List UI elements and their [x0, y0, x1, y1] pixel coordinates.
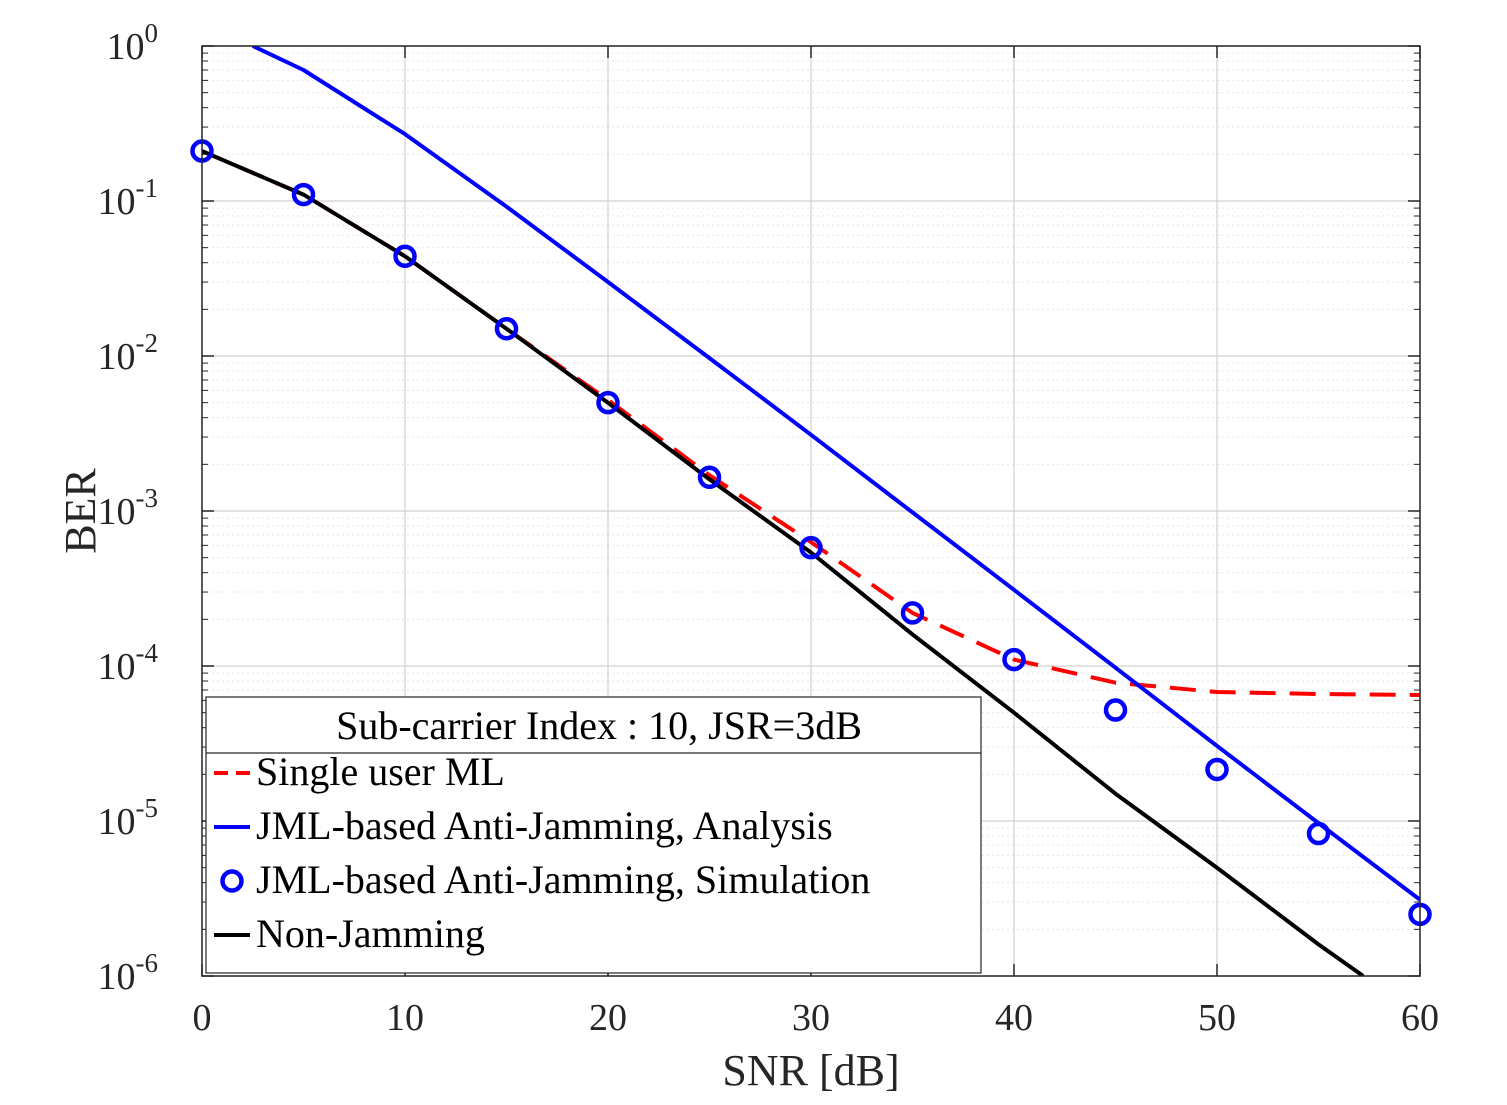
data-point-jml-based-anti-jamming-simulation — [393, 244, 417, 269]
legend-label-jml-based-anti-jamming-analysis: JML-based Anti-Jamming, Analysis — [256, 803, 833, 848]
series-line-jml-based-anti-jamming-analysis — [251, 46, 1420, 902]
x-tick-label: 50 — [1198, 997, 1236, 1039]
x-tick-label: 40 — [995, 997, 1033, 1039]
x-tick-label: 60 — [1401, 997, 1439, 1039]
series-line-non-jamming — [202, 149, 1365, 976]
x-tick-label: 10 — [386, 997, 424, 1039]
legend: Sub-carrier Index : 10, JSR=3dB Single u… — [205, 696, 982, 974]
series-group — [202, 46, 1420, 976]
x-tick-label: 0 — [193, 997, 212, 1039]
legend-label-non-jamming: Non-Jamming — [256, 911, 485, 956]
data-point-jml-based-anti-jamming-simulation — [1306, 821, 1331, 846]
marker-group — [190, 139, 1432, 927]
ticks: 0 10 20 30 40 50 60 100 10-1 10-2 10-3 10-4 10-5 10-6 — [98, 18, 1440, 1039]
y-tick-label: 10-3 — [98, 483, 159, 533]
x-tick-label: 20 — [589, 997, 627, 1039]
legend-label-jml-based-anti-jamming-simulation: JML-based Anti-Jamming, Simulation — [256, 857, 870, 902]
x-tick-label: 30 — [792, 997, 830, 1039]
data-point-jml-based-anti-jamming-simulation — [900, 601, 925, 625]
y-axis-label: BER — [56, 468, 105, 554]
legend-box — [205, 696, 982, 974]
data-point-jml-based-anti-jamming-simulation — [494, 316, 519, 341]
y-tick-label: 10-4 — [98, 638, 159, 688]
y-tick-label: 10-5 — [98, 793, 159, 843]
data-point-jml-based-anti-jamming-simulation — [1103, 698, 1128, 722]
data-point-jml-based-anti-jamming-simulation — [291, 182, 316, 207]
legend-entries: Single user ML JML-based Anti-Jamming, An… — [214, 749, 870, 956]
y-tick-label: 10-1 — [98, 173, 159, 223]
data-point-jml-based-anti-jamming-simulation — [596, 390, 620, 415]
data-point-jml-based-anti-jamming-simulation — [1002, 647, 1026, 672]
data-point-jml-based-anti-jamming-simulation — [1205, 757, 1229, 782]
series-line-single-user-ml — [202, 149, 1420, 697]
y-tick-label: 10-6 — [98, 948, 159, 998]
y-tick-label: 100 — [107, 18, 159, 68]
data-point-jml-based-anti-jamming-simulation — [697, 465, 722, 490]
y-tick-label: 10-2 — [98, 328, 159, 378]
x-axis-label: SNR [dB] — [722, 1046, 899, 1095]
legend-label-single-user-ml: Single user ML — [256, 749, 505, 794]
legend-title: Sub-carrier Index : 10, JSR=3dB — [336, 703, 862, 748]
data-point-jml-based-anti-jamming-simulation — [799, 535, 823, 560]
legend-swatch-jml-based-anti-jamming-simulation — [220, 869, 244, 893]
